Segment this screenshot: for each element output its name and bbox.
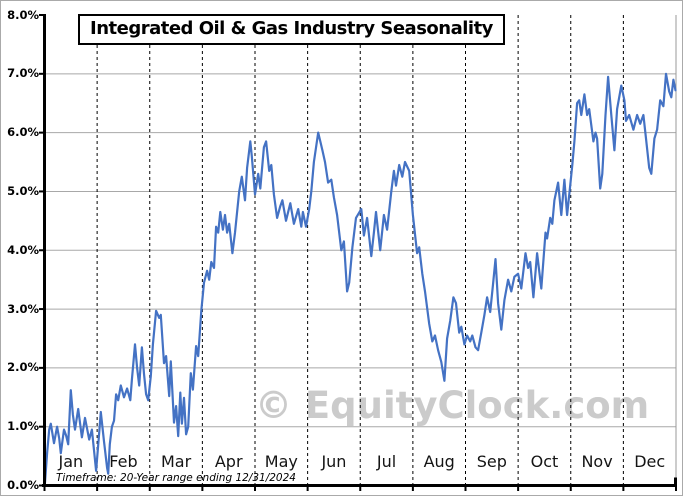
- x-axis-label: Oct: [530, 452, 559, 471]
- x-axis-label: Jan: [58, 452, 84, 471]
- x-axis-label: Jun: [321, 452, 347, 471]
- x-axis-label: Jul: [376, 452, 397, 471]
- x-axis-label: Mar: [160, 452, 192, 471]
- x-axis-label: Dec: [634, 452, 666, 471]
- equityclock-watermark: © EquityClock.com: [255, 384, 650, 427]
- x-axis-label: Nov: [581, 452, 613, 471]
- x-axis-label: Feb: [109, 452, 138, 471]
- x-axis-label: Aug: [423, 452, 455, 471]
- x-axis-label: May: [264, 452, 298, 471]
- x-axis-label: Apr: [214, 452, 243, 471]
- seasonality-line: [43, 72, 677, 484]
- x-axis-label: Sep: [476, 452, 507, 471]
